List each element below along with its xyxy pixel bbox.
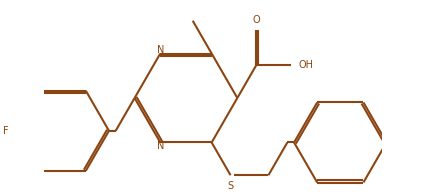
- Text: N: N: [157, 45, 164, 55]
- Text: O: O: [253, 15, 260, 25]
- Text: OH: OH: [299, 60, 314, 70]
- Text: F: F: [3, 126, 9, 136]
- Text: N: N: [157, 141, 164, 151]
- Text: S: S: [227, 181, 233, 191]
